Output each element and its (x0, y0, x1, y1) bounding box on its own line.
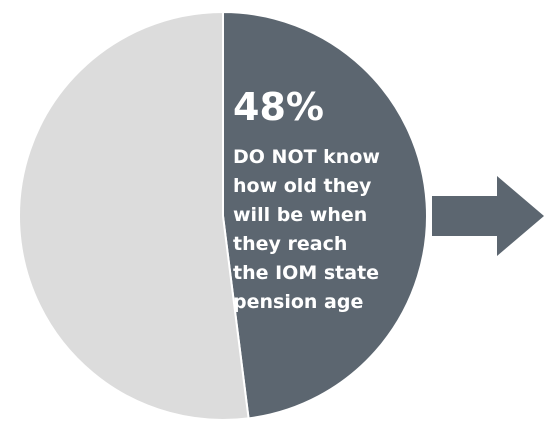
annotation-line: they reach (233, 233, 347, 255)
annotation-line: DO NOT know (233, 146, 380, 168)
annotation: 48% DO NOT know how old they will be whe… (233, 85, 380, 313)
pie-slice-do-not-know (222, 10, 428, 420)
annotation-line: how old they (233, 175, 372, 197)
pie-slice-remaining (17, 10, 250, 421)
pie-slices (17, 10, 428, 421)
annotation-line: pension age (233, 291, 363, 313)
annotation-line: the IOM state (233, 262, 379, 284)
annotation-line: will be when (233, 204, 367, 226)
percent-label: 48% (233, 85, 324, 129)
right-arrow-icon (432, 176, 544, 256)
